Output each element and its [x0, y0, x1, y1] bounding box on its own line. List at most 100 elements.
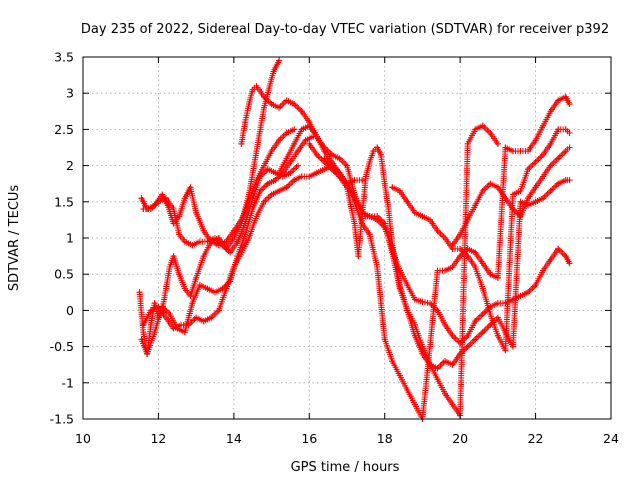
- data-point: [487, 271, 494, 278]
- data-point: [566, 130, 573, 137]
- y-tick-label: 3.5: [54, 50, 74, 65]
- data-point: [532, 282, 539, 289]
- data-point: [487, 130, 494, 137]
- data-point: [291, 126, 298, 133]
- data-point: [268, 101, 275, 108]
- data-point: [328, 151, 335, 158]
- data-point: [494, 332, 501, 339]
- data-point: [389, 242, 396, 249]
- series-markers: [321, 93, 573, 422]
- data-point: [362, 173, 369, 180]
- data-point: [181, 329, 188, 336]
- data-point: [147, 206, 154, 213]
- data-point: [302, 137, 309, 144]
- data-point: [155, 198, 162, 205]
- data-point: [291, 140, 298, 147]
- data-point: [313, 133, 320, 140]
- data-point: [298, 126, 305, 133]
- data-point: [276, 57, 283, 64]
- data-point: [419, 213, 426, 220]
- data-point: [200, 227, 207, 234]
- data-point: [411, 321, 418, 328]
- x-axis-label: GPS time / hours: [291, 460, 400, 475]
- y-tick-label: -1.5: [50, 412, 74, 427]
- data-point: [434, 376, 441, 383]
- data-point: [389, 184, 396, 191]
- data-point: [377, 300, 384, 307]
- data-point: [215, 235, 222, 241]
- data-point: [200, 253, 207, 260]
- data-point: [509, 343, 516, 350]
- data-point: [261, 93, 268, 100]
- data-point: [472, 318, 479, 325]
- data-point: [328, 162, 335, 169]
- data-point: [509, 148, 516, 155]
- data-point: [566, 177, 573, 184]
- series-track-8: [306, 122, 501, 419]
- data-point: [189, 300, 196, 307]
- data-point: [138, 336, 145, 343]
- data-point: [562, 148, 569, 155]
- data-point: [276, 169, 283, 176]
- data-point: [313, 169, 320, 176]
- series-track-9: [321, 93, 573, 422]
- data-point: [193, 274, 200, 281]
- data-point: [223, 285, 230, 292]
- data-point: [147, 321, 154, 328]
- data-point: [457, 231, 464, 238]
- y-tick-label: 2: [66, 158, 74, 173]
- data-point: [223, 245, 230, 252]
- data-point: [547, 187, 554, 194]
- data-point: [366, 213, 373, 220]
- data-point: [176, 231, 183, 238]
- data-point: [426, 216, 433, 223]
- data-point: [457, 253, 464, 260]
- data-point: [242, 231, 249, 238]
- data-point: [434, 365, 441, 372]
- data-point: [200, 318, 207, 325]
- data-point: [170, 206, 177, 213]
- data-point: [268, 191, 275, 198]
- data-point: [411, 209, 418, 216]
- data-point: [494, 140, 501, 147]
- x-axis: 10 12 14 16 18 20 22 24: [75, 57, 619, 446]
- data-point: [385, 206, 392, 213]
- y-tick-label: -0.5: [50, 339, 74, 354]
- data-point: [212, 289, 218, 296]
- data-point: [193, 209, 200, 216]
- data-point: [204, 285, 211, 292]
- data-point: [276, 104, 283, 111]
- y-axis-label: SDTVAR / TECUs: [7, 185, 22, 292]
- data-point: [472, 126, 479, 133]
- data-point: [238, 249, 245, 256]
- data-point: [472, 263, 479, 270]
- y-tick-label: 0: [66, 303, 74, 318]
- data-point: [479, 329, 486, 336]
- data-point: [298, 108, 305, 115]
- series-track-10: [389, 126, 573, 354]
- data-point: [494, 300, 501, 307]
- data-point: [151, 300, 158, 307]
- data-point: [287, 158, 294, 165]
- data-point: [245, 191, 252, 198]
- data-point: [555, 180, 562, 187]
- data-point: [555, 245, 562, 252]
- data-point: [547, 108, 554, 115]
- grid: [83, 57, 611, 419]
- plot-frame: [82, 56, 612, 420]
- data-point: [253, 82, 260, 89]
- data-point: [494, 314, 501, 321]
- data-point: [411, 296, 418, 303]
- data-point: [509, 191, 516, 198]
- data-point: [479, 285, 486, 292]
- series-layer: [136, 57, 573, 422]
- data-point: [355, 253, 362, 260]
- data-point: [464, 343, 471, 350]
- data-point: [261, 104, 268, 111]
- data-point: [494, 274, 501, 281]
- data-point: [257, 187, 264, 194]
- data-point: [396, 282, 403, 289]
- data-point: [434, 227, 441, 234]
- data-point: [166, 263, 173, 270]
